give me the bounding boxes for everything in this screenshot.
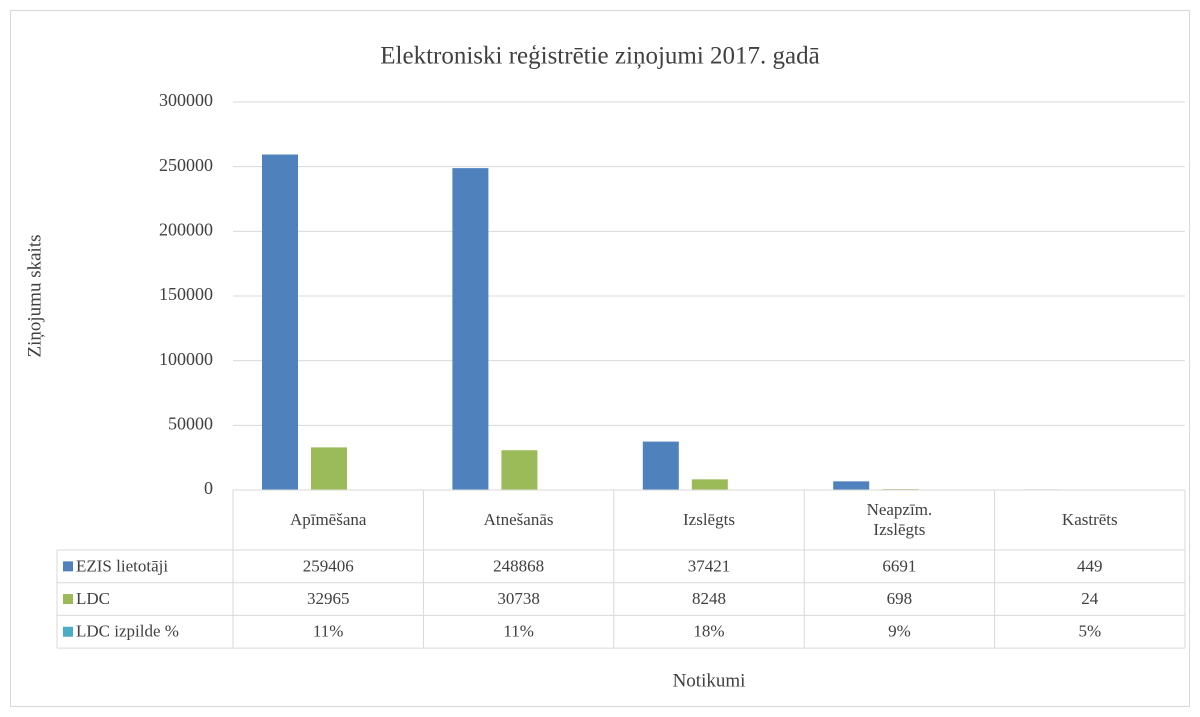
table-value: 32965 xyxy=(307,589,350,608)
x-tick-label-box: Izslēgts xyxy=(614,490,804,550)
table-value: 6691 xyxy=(882,556,916,575)
chart-border xyxy=(10,10,1190,707)
y-axis-label: Ziņojumu skaits xyxy=(24,235,45,358)
legend-swatch xyxy=(63,626,73,637)
table-value: 37421 xyxy=(688,556,731,575)
table-value: 9% xyxy=(888,622,911,641)
y-tick-label: 300000 xyxy=(159,90,213,110)
legend-swatch xyxy=(63,594,73,605)
x-tick-label: Apīmēšana xyxy=(289,510,367,529)
x-tick-label-box: Atnešanās xyxy=(423,490,613,550)
table-value: 30738 xyxy=(497,589,540,608)
table-value: 11% xyxy=(313,622,344,641)
table-value: 248868 xyxy=(493,556,544,575)
x-tick-label-box: Apīmēšana xyxy=(233,490,423,550)
y-tick-label: 200000 xyxy=(159,219,213,239)
bar xyxy=(452,168,489,490)
y-tick-label: 0 xyxy=(204,478,213,498)
legend-label: LDC xyxy=(76,589,110,608)
x-tick-cell: Izslēgts xyxy=(614,490,804,550)
x-tick-label: Kastrēts xyxy=(1061,510,1118,529)
table-value: 8248 xyxy=(692,589,726,608)
legend-label: LDC izpilde % xyxy=(76,622,179,641)
legend-swatch xyxy=(63,561,73,572)
table-value: 11% xyxy=(503,622,534,641)
y-tick-label: 250000 xyxy=(159,155,213,175)
y-tick-label: 100000 xyxy=(159,349,213,369)
y-tick-label: 50000 xyxy=(168,413,213,433)
x-axis-label: Notikumi xyxy=(673,670,746,691)
bar xyxy=(262,154,298,490)
x-tick-label-box: Neapzīm. Izslēgts xyxy=(804,490,994,550)
bar xyxy=(311,447,347,490)
x-tick-label: Izslēgts xyxy=(683,510,735,529)
table-value: 24 xyxy=(1081,589,1099,608)
x-tick-label: Atnešanās xyxy=(483,510,554,529)
legend-label: EZIS lietotāji xyxy=(76,556,168,575)
x-tick-cell: Kastrēts xyxy=(995,490,1185,550)
table-value: 18% xyxy=(693,622,724,641)
bar xyxy=(642,441,679,490)
chart-title: Elektroniski reģistrētie ziņojumi 2017. … xyxy=(380,43,819,70)
x-tick-label-box: Kastrēts xyxy=(995,490,1185,550)
table-value: 449 xyxy=(1077,556,1103,575)
table-value: 698 xyxy=(887,589,913,608)
x-tick-cell: Apīmēšana xyxy=(233,490,423,550)
bar xyxy=(691,479,728,490)
table-value: 259406 xyxy=(303,556,354,575)
y-tick-label: 150000 xyxy=(159,284,213,304)
x-tick-cell: Neapzīm. Izslēgts xyxy=(804,490,994,550)
x-tick-label: Neapzīm. Izslēgts xyxy=(866,500,933,539)
table-value: 5% xyxy=(1078,622,1101,641)
x-tick-cell: Atnešanās xyxy=(423,490,613,550)
bar xyxy=(501,450,538,490)
bar xyxy=(833,481,870,490)
